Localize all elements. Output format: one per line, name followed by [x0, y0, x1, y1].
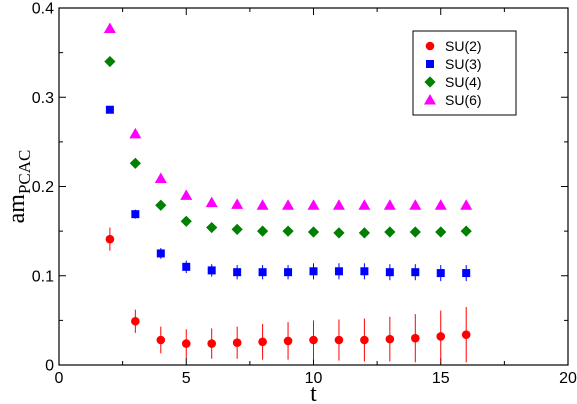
axis-ticks: 0 5 10 15 20 0 0.1 0.2 0.3 0.4 [32, 1, 577, 388]
data-point [460, 199, 473, 210]
data-point [104, 55, 116, 68]
data-point [182, 262, 191, 271]
legend-marker-su3 [426, 60, 434, 68]
x-tick-label: 10 [305, 370, 323, 387]
data-point [383, 199, 396, 210]
data-point [129, 127, 142, 139]
legend-marker-su6 [424, 94, 436, 105]
data-point [206, 221, 218, 234]
data-point [258, 268, 267, 277]
legend-symbol [426, 60, 434, 68]
data-point [461, 330, 471, 339]
data-point [434, 199, 447, 210]
data-point [258, 337, 267, 347]
data-point [309, 267, 318, 276]
series-SU(3) [105, 105, 471, 282]
data-point [129, 157, 141, 169]
data-point [156, 249, 165, 258]
data-point [385, 334, 395, 344]
legend-entry-su3: SU(3) [426, 56, 482, 72]
legend-label-su2: SU(2) [445, 38, 482, 54]
data-point [256, 199, 269, 210]
legend-symbol [425, 41, 435, 51]
data-point [105, 234, 115, 244]
data-point [307, 226, 320, 238]
data-point [385, 268, 394, 277]
x-tick-label: 0 [55, 370, 64, 387]
data-point [181, 339, 191, 348]
y-axis-title: amPCAC [4, 150, 34, 224]
data-point [409, 199, 422, 210]
y-tick-label: 0.3 [32, 90, 54, 107]
data-point [384, 226, 396, 238]
data-point [105, 105, 114, 114]
data-point [103, 22, 116, 34]
data-point [284, 268, 293, 277]
legend-label-su4: SU(4) [445, 74, 482, 90]
legend-entry-su2: SU(2) [425, 38, 482, 54]
data-point [231, 223, 243, 235]
data-point [411, 333, 420, 343]
x-tick-label: 15 [432, 370, 450, 387]
legend-symbol [424, 76, 436, 88]
legend-label-su3: SU(3) [445, 56, 482, 72]
data-point [232, 338, 242, 347]
data-point [156, 335, 166, 345]
data-point [333, 227, 345, 239]
legend-marker-su2 [425, 41, 435, 51]
data-point [283, 336, 293, 346]
series-SU(2) [105, 227, 471, 363]
data-point [460, 225, 472, 237]
legend-label-su6: SU(6) [445, 92, 482, 108]
data-point [180, 215, 192, 227]
data-point [131, 316, 140, 326]
legend-symbol [424, 94, 436, 105]
series-SU(4) [104, 55, 472, 239]
y-tick-label: 0 [45, 358, 54, 375]
y-axis-title-subscript: PCAC [15, 150, 34, 194]
data-point [309, 335, 318, 345]
data-point [257, 225, 269, 237]
data-point [358, 227, 370, 239]
y-tick-label: 0.4 [32, 1, 54, 18]
data-point [233, 268, 242, 277]
data-point [411, 268, 420, 277]
data-point [282, 225, 294, 237]
data-point [231, 198, 244, 209]
y-tick-label: 0.1 [32, 268, 54, 285]
data-point [207, 266, 216, 275]
data-point [131, 210, 140, 219]
data-point [334, 335, 344, 345]
y-tick-label: 0.2 [32, 179, 54, 196]
data-point [155, 199, 167, 211]
data-point [360, 335, 369, 345]
data-point [360, 267, 369, 276]
legend-entry-su4: SU(4) [424, 74, 482, 90]
data-point [409, 226, 421, 238]
data-point [436, 269, 445, 278]
x-axis-title: t [310, 381, 317, 404]
data-point [180, 189, 193, 200]
legend-marker-su4 [424, 76, 436, 88]
data-point [207, 339, 216, 348]
legend-entry-su6: SU(6) [424, 92, 482, 108]
data-point [332, 199, 345, 210]
data-point [282, 199, 295, 210]
series-SU(6) [103, 22, 473, 210]
data-point [436, 332, 446, 341]
x-tick-label: 5 [182, 370, 191, 387]
plot-series [103, 22, 473, 363]
data-point [435, 226, 447, 238]
data-point [154, 172, 167, 183]
data-point [358, 199, 371, 210]
data-point [334, 267, 343, 276]
data-point [307, 199, 320, 210]
data-point [205, 196, 218, 208]
y-axis-title-main: am [4, 194, 30, 224]
data-point [462, 269, 471, 278]
x-tick-label: 20 [559, 370, 577, 387]
legend: SU(2) SU(3) SU(4) SU(6) [412, 30, 517, 116]
